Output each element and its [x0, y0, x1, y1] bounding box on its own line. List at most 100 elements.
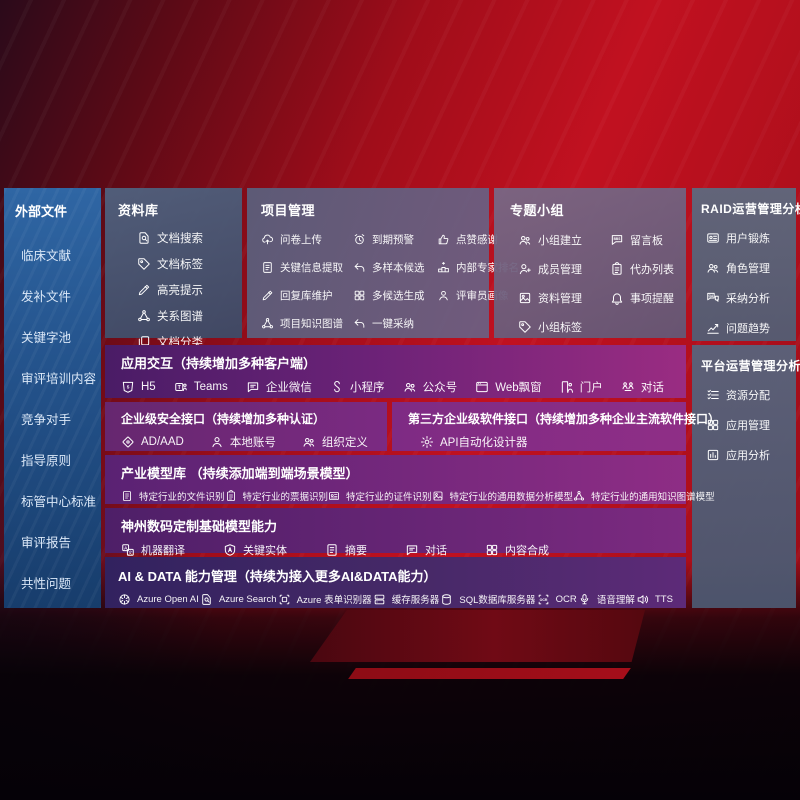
industry-models-row: 产业模型库 （持续添加端到端场景模型） 特定行业的文件识别 特定行业的票据识别 … — [105, 455, 715, 504]
feature-item[interactable]: 应用管理 — [706, 417, 792, 433]
feature-item[interactable]: 应用分析 — [706, 447, 792, 463]
feature-item[interactable]: 项目知识图谱 — [261, 316, 349, 331]
service-item[interactable]: Azure Open AI — [118, 593, 199, 606]
auth-item[interactable]: 本地账号 — [210, 434, 276, 450]
background-device-bar — [348, 668, 631, 679]
feature-item[interactable]: 事项提醒 — [610, 290, 678, 306]
capability-item-label: 对话 — [425, 545, 447, 557]
feature-item[interactable]: 用户锻炼 — [706, 230, 792, 246]
service-item[interactable]: SQL数据库服务器 — [440, 592, 535, 606]
model-item[interactable]: 特定行业的通用数据分析模型 — [432, 489, 573, 503]
external-files-panel: 外部文件 临床文献 发补文件 关键字池 审评培训内容 — [4, 188, 101, 608]
external-files-list: 临床文献 发补文件 关键字池 审评培训内容 竞争对手 — [15, 234, 101, 603]
sidebar-item[interactable]: 审评报告 — [15, 521, 101, 562]
feature-item[interactable]: 关键信息提取 — [261, 260, 349, 275]
feature-item[interactable]: 高亮提示 — [137, 282, 232, 298]
sidebar-item[interactable]: 关键字池 — [15, 316, 101, 357]
feature-item[interactable]: 角色管理 — [706, 260, 792, 276]
client-item[interactable]: 5 H5 — [121, 380, 156, 394]
security-interface-items: AD/AAD 本地账号 组织定义 — [121, 434, 371, 450]
sidebar-item[interactable]: 临床文献 — [15, 234, 101, 275]
svg-text:QA: QA — [709, 294, 714, 298]
bell-icon — [610, 291, 624, 305]
feature-item-label: 代办列表 — [630, 264, 674, 276]
service-item[interactable]: 缓存服务器 — [373, 592, 439, 606]
feature-item[interactable]: QA 采纳分析 — [706, 290, 792, 306]
client-item[interactable]: 门户 — [560, 379, 603, 395]
thirdparty-interface-title: 第三方企业级软件接口（持续增加多种企业主流软件接口） — [408, 412, 721, 426]
feature-item[interactable]: 到期预警 — [353, 232, 433, 247]
feature-item[interactable]: 一键采纳 — [353, 316, 433, 331]
feature-item[interactable]: 代办列表 — [610, 261, 678, 277]
client-item[interactable]: 小程序 — [330, 379, 384, 395]
client-item[interactable]: 对话 — [621, 379, 664, 395]
svg-text:文: 文 — [128, 549, 132, 555]
model-item-label: 特定行业的文件识别 — [139, 492, 225, 503]
feature-item[interactable]: 小组建立 — [518, 232, 610, 248]
teams-icon: T — [174, 380, 188, 394]
app-interaction-row: 应用交互（持续增加多种客户端） 5 H5 T Teams 企业微信 — [105, 345, 686, 398]
capability-item[interactable]: 关键实体 — [223, 542, 287, 558]
feature-item[interactable]: 问卷上传 — [261, 232, 349, 247]
app-interaction-items: 5 H5 T Teams 企业微信 小程序 — [121, 379, 670, 395]
cache-server-icon — [373, 593, 386, 606]
feature-item[interactable]: 多候选生成 — [353, 288, 433, 303]
feature-item[interactable]: 成员管理 — [518, 261, 610, 277]
client-item-label: Web飘窗 — [495, 382, 542, 394]
feature-item[interactable]: 资源分配 — [706, 387, 792, 403]
client-item[interactable]: 企业微信 — [246, 379, 312, 395]
sidebar-item[interactable]: 审评培训内容 — [15, 357, 101, 398]
feature-item-label: 点赞感谢 — [456, 234, 498, 246]
feature-item-label: 文档搜索 — [157, 233, 203, 245]
auth-item[interactable]: AD/AAD — [121, 435, 184, 449]
capability-item[interactable]: 摘要 — [325, 542, 367, 558]
sidebar-item[interactable]: 发补文件 — [15, 275, 101, 316]
sidebar-item[interactable]: 标管中心标准 — [15, 480, 101, 521]
model-item-label: 特定行业的票据识别 — [242, 492, 329, 503]
client-item[interactable]: 公众号 — [403, 379, 457, 395]
integration-item[interactable]: API自动化设计器 — [420, 434, 528, 450]
feature-item[interactable]: 回复库维护 — [261, 288, 349, 303]
svg-text:5: 5 — [127, 385, 130, 390]
client-item[interactable]: T Teams — [174, 380, 228, 394]
sidebar-item[interactable]: 竞争对手 — [15, 398, 101, 439]
model-item[interactable]: 特定行业的通用知识图谱模型 — [573, 489, 715, 503]
service-item[interactable]: TTS — [636, 593, 673, 606]
feature-item[interactable]: 多样本候选 — [353, 260, 433, 275]
svg-text:OCR: OCR — [539, 597, 547, 601]
auth-item[interactable]: 组织定义 — [302, 434, 368, 450]
feature-item-label: 问题趋势 — [726, 323, 770, 335]
feature-item[interactable]: 文档搜索 — [137, 230, 232, 246]
browser-window-icon — [475, 380, 489, 394]
reply-arrow-icon — [353, 317, 366, 330]
chart-box-icon — [706, 448, 720, 462]
sidebar-item-label: 审评培训内容 — [21, 372, 97, 386]
feature-item[interactable]: 资料管理 — [518, 290, 610, 306]
model-item[interactable]: 特定行业的票据识别 — [225, 489, 329, 503]
capability-item[interactable]: 内容合成 — [485, 542, 549, 558]
feature-item-label: 应用管理 — [726, 420, 770, 432]
model-item[interactable]: 特定行业的文件识别 — [121, 489, 225, 503]
feature-item-label: 资源分配 — [726, 390, 770, 402]
service-item[interactable]: Azure Search — [200, 593, 277, 606]
service-item[interactable]: Azure 表单识别器 — [278, 592, 372, 606]
archive-image-icon — [518, 291, 532, 305]
model-item[interactable]: 特定行业的证件识别 — [328, 489, 432, 503]
feature-item[interactable]: 小组标签 — [518, 319, 610, 335]
feature-item[interactable]: 问题趋势 — [706, 320, 792, 336]
feature-item[interactable]: 关系图谱 — [137, 308, 232, 324]
sidebar-item[interactable]: 共性问题 — [15, 562, 101, 603]
feature-item[interactable]: 文档标签 — [137, 256, 232, 272]
service-item[interactable]: OCR OCR — [537, 593, 577, 606]
feature-item-label: 留言板 — [630, 235, 663, 247]
feature-item-label: 文档标签 — [157, 259, 203, 271]
capability-item[interactable]: 对话 — [405, 542, 447, 558]
feature-item[interactable]: BBS 留言板 — [610, 232, 678, 248]
client-item-label: H5 — [141, 381, 156, 393]
client-item[interactable]: Web飘窗 — [475, 379, 542, 395]
feature-item[interactable]: 点赞感谢 — [437, 232, 519, 247]
highlighter-icon — [137, 283, 151, 297]
service-item[interactable]: 语音理解 — [578, 592, 635, 606]
sidebar-item[interactable]: 指导原则 — [15, 439, 101, 480]
